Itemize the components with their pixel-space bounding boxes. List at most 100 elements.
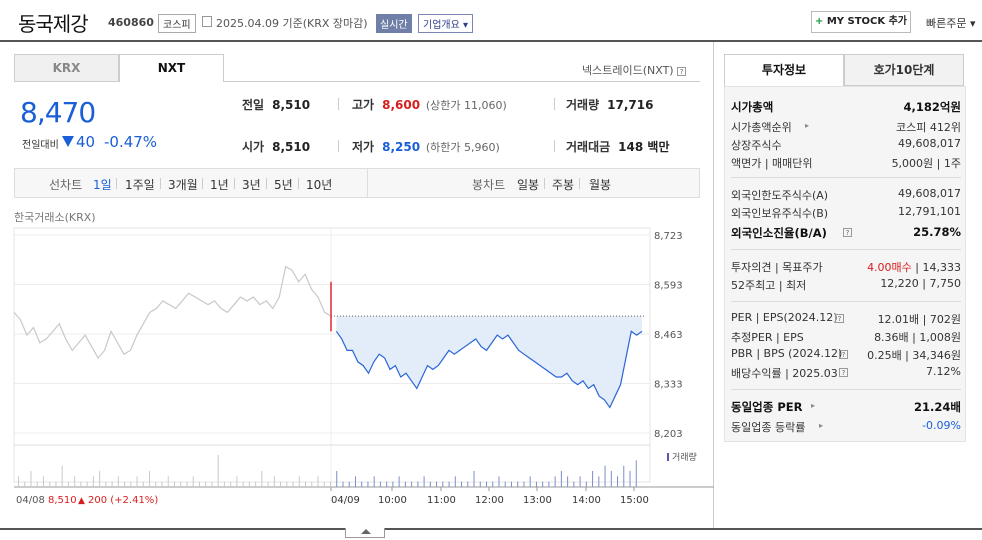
volume-bar <box>367 481 369 487</box>
tab-divider <box>224 81 700 82</box>
realtime-badge[interactable]: 실시간 <box>376 14 412 33</box>
period-1d[interactable]: 1일 <box>93 178 112 192</box>
volume-bar <box>554 476 556 487</box>
volume-bar <box>55 481 57 487</box>
info-row-value: 21.24배 <box>914 400 961 414</box>
tab-nxt[interactable]: NXT <box>119 54 224 82</box>
info-row: 외국인한도주식수(A) 49,608,017 <box>731 187 961 203</box>
help-icon[interactable]: ? <box>839 350 848 359</box>
help-icon[interactable]: ? <box>677 66 687 76</box>
volume-bar <box>130 481 132 487</box>
volume-bar <box>280 481 282 487</box>
today-line <box>335 330 643 409</box>
chart-section: KRX NXT 넥스트레이드(NXT) ? 8,470 전일대비 40 -0.4… <box>0 42 714 528</box>
volume-bar <box>448 481 450 487</box>
volume-bar <box>617 476 619 487</box>
help-icon[interactable]: ? <box>835 314 844 323</box>
volume-bar <box>598 476 600 487</box>
period-10y[interactable]: 10년 <box>306 178 333 192</box>
period-5y[interactable]: 5년 <box>274 178 293 192</box>
high-label: 고가 <box>352 98 375 112</box>
prev-day-date: 04/08 <box>16 495 45 506</box>
collapse-button[interactable] <box>345 528 385 538</box>
volume-bar <box>610 471 612 487</box>
chevron-up-icon <box>361 529 371 534</box>
volume-bar <box>317 476 319 487</box>
prev-day-price: 8,510 <box>48 495 77 506</box>
price-chart[interactable]: 8,723 8,593 8,463 8,333 8,203 04/09 10:00 11:0… <box>0 42 714 528</box>
period-1w[interactable]: 1주일 <box>125 178 155 192</box>
volume-bar <box>573 481 575 487</box>
candle-weekly[interactable]: 주봉 <box>552 178 575 192</box>
chevron-down-icon: ▾ <box>969 17 976 30</box>
quick-order-button[interactable]: 빠른주문 ▾ <box>926 15 976 31</box>
candle-daily[interactable]: 일봉 <box>517 178 540 192</box>
info-row-label: 외국인소진율(B/A) <box>731 226 827 240</box>
exchange-tabs: KRX NXT <box>14 54 224 82</box>
volume-bar <box>292 481 294 487</box>
info-row-label: 투자의견 | 목표주가 <box>731 261 823 274</box>
period-1y[interactable]: 1년 <box>210 178 229 192</box>
volume-bar <box>535 481 537 487</box>
volume-bar <box>248 481 250 487</box>
low-price: 저가 8,250 (하한가 5,960) <box>352 138 500 155</box>
corp-overview-button[interactable]: 기업개요 ▾ <box>418 14 474 33</box>
add-mystock-button[interactable]: + MY STOCK 추가 <box>811 11 911 33</box>
volume-bar <box>585 481 587 487</box>
volume-bar <box>423 476 425 487</box>
volume-bar <box>92 476 94 487</box>
volume-bar <box>167 476 169 487</box>
volume-bar <box>24 481 26 487</box>
period-3y[interactable]: 3년 <box>242 178 261 192</box>
volume-bar <box>604 465 606 487</box>
amount-value: 148 백만 <box>618 140 670 154</box>
chevron-right-icon: ▸ <box>805 121 810 130</box>
divider <box>234 178 235 189</box>
divider <box>731 177 961 178</box>
volume-bar <box>86 481 88 487</box>
volume-bar <box>155 481 157 487</box>
x-tick-label: 14:00 <box>572 495 601 506</box>
x-axis: 04/09 10:00 11:00 12:00 13:00 14:00 15:00 <box>330 487 649 506</box>
tab-krx[interactable]: KRX <box>14 54 119 82</box>
volume-bar <box>486 481 487 487</box>
info-row-label[interactable]: 시가총액순위 <box>731 121 792 134</box>
market-label: 한국거래소(KRX) <box>14 211 96 224</box>
volume-bar <box>336 471 338 487</box>
volume-value: 17,716 <box>607 98 654 112</box>
divider <box>367 169 368 197</box>
tab-investment-info[interactable]: 투자정보 <box>724 54 844 86</box>
volume-bar <box>330 481 331 487</box>
y-tick-label: 8,333 <box>654 380 683 391</box>
period-3m[interactable]: 3개월 <box>168 178 198 192</box>
volume-bar <box>436 481 438 487</box>
info-row-label[interactable]: 동일업종 등락률 <box>731 421 806 434</box>
volume-bar <box>174 481 175 487</box>
volume-bar <box>379 481 381 487</box>
candle-monthly[interactable]: 월봉 <box>589 178 612 192</box>
change-label: 전일대비 <box>22 140 59 151</box>
help-icon[interactable]: ? <box>839 368 848 377</box>
info-row-value: 8.36배 | 1,008원 <box>874 331 961 344</box>
volume-bar <box>361 481 363 487</box>
chevron-right-icon: ▸ <box>811 401 816 410</box>
volume-bar <box>273 476 275 487</box>
quick-order-label: 빠른주문 <box>926 17 967 30</box>
volume-bar <box>236 476 238 487</box>
market-badge: 코스피 <box>158 14 196 33</box>
volume-bar <box>230 481 232 487</box>
as-of-date: 2025.04.09 기준(KRX 장마감) <box>216 17 368 30</box>
tab-order-book[interactable]: 호가10단계 <box>844 54 964 86</box>
y-axis: 8,723 8,593 8,463 8,333 8,203 <box>654 231 683 440</box>
volume-bar <box>99 471 101 487</box>
up-triangle-icon: ▲ <box>78 496 85 506</box>
amount-label: 거래대금 <box>566 140 611 154</box>
volume-bar <box>479 481 481 487</box>
change-percent: -0.47% <box>104 133 158 151</box>
help-icon[interactable]: ? <box>843 228 852 237</box>
chevron-right-icon: ▸ <box>819 421 824 430</box>
volume-bar <box>492 481 494 487</box>
info-row-label[interactable]: 동일업종 PER <box>731 400 803 414</box>
nxt-link[interactable]: 넥스트레이드(NXT) ? <box>582 62 687 78</box>
volume-bar <box>386 481 388 487</box>
